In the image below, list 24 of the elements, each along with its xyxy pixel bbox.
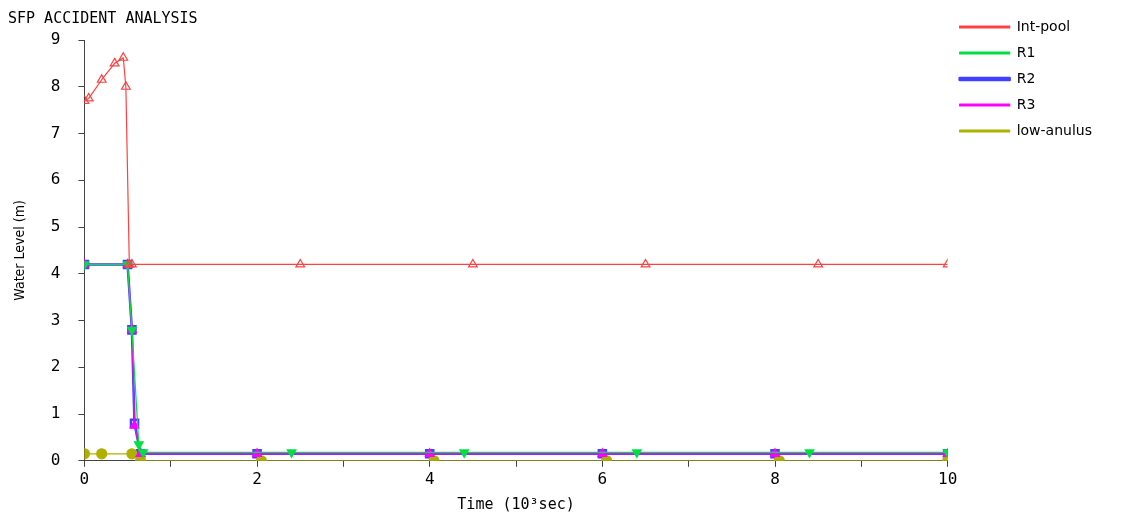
y-tick-label: 3 (50, 309, 61, 329)
x-tick-label: 8 (770, 468, 780, 488)
legend-label: Int-pool (1016, 17, 1071, 34)
y-tick-label: 4 (50, 262, 61, 282)
y-tick-label: 9 (50, 29, 61, 49)
y-tick-label: 2 (50, 356, 61, 376)
legend-label: R3 (1016, 95, 1036, 112)
y-tick-label: 1 (50, 403, 61, 423)
x-axis-title: Time (10³sec) (457, 494, 575, 513)
y-tick-label: 5 (50, 216, 61, 236)
legend-label: low-anulus (1016, 121, 1092, 138)
x-tick-label: 2 (252, 468, 262, 488)
x-tick-label: 6 (597, 468, 608, 488)
y-axis-title: Water Level (m) (11, 200, 28, 301)
y-tick-label: 7 (50, 122, 61, 142)
legend-label: R2 (1016, 69, 1036, 86)
y-tick-label: 8 (50, 75, 61, 95)
x-tick-label: 10 (938, 468, 958, 488)
x-tick-label: 0 (79, 468, 90, 488)
chart-title: SFP ACCIDENT ANALYSIS (8, 8, 198, 27)
x-tick-label: 4 (424, 468, 435, 488)
y-tick-label: 6 (50, 169, 61, 189)
y-tick-label: 0 (50, 449, 61, 469)
legend-label: R1 (1016, 43, 1036, 60)
